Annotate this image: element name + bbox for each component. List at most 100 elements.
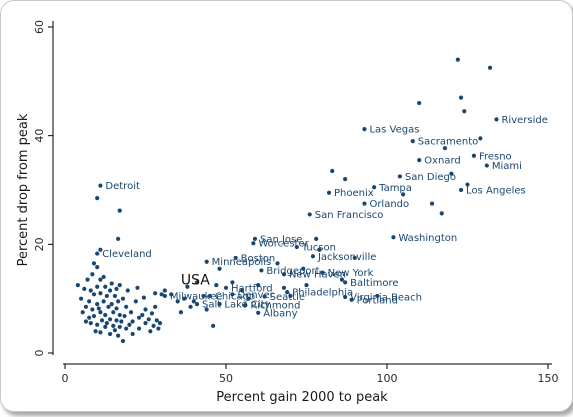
data-point (230, 280, 235, 285)
data-point (487, 65, 493, 70)
data-point (117, 312, 122, 318)
point-label: Las Vegas (369, 125, 419, 136)
data-point (130, 319, 135, 324)
x-tick-label: 50 (219, 372, 233, 385)
data-point (154, 318, 159, 323)
point-label: New Haven (289, 270, 346, 281)
data-point (439, 211, 444, 216)
point-label: San Diego (405, 172, 456, 183)
data-point (259, 268, 264, 273)
data-point (114, 306, 119, 311)
data-point (494, 117, 499, 122)
data-point (93, 329, 98, 334)
data-point (157, 321, 163, 326)
data-point (91, 261, 97, 266)
point-label: Philadelphia (292, 288, 353, 299)
data-point (106, 304, 111, 309)
point-label: Oxnard (424, 156, 461, 167)
data-point (362, 127, 367, 132)
x-tick-label: 100 (377, 372, 398, 385)
data-point (372, 185, 377, 190)
data-point (95, 284, 100, 289)
data-point (83, 319, 89, 324)
data-point (91, 313, 97, 319)
data-point (375, 293, 380, 299)
data-point (159, 292, 164, 297)
data-points (75, 57, 499, 344)
data-point (96, 306, 101, 311)
data-point (95, 322, 100, 327)
data-point (98, 247, 103, 252)
data-point (458, 95, 464, 100)
data-point (95, 265, 100, 270)
data-point (75, 282, 80, 288)
data-point (153, 304, 158, 309)
data-point (182, 296, 187, 301)
data-point (87, 299, 92, 304)
data-point (465, 182, 470, 187)
point-label: Minneapolis (212, 257, 272, 268)
data-point (285, 290, 290, 295)
point-label: Los Angeles (466, 186, 526, 197)
data-point (343, 280, 348, 285)
data-point (80, 310, 85, 315)
data-point (128, 310, 134, 315)
point-label: Miami (492, 161, 522, 172)
data-point (246, 296, 251, 301)
data-point (204, 259, 209, 264)
x-tick-label: 0 (62, 372, 69, 385)
data-point (101, 299, 106, 304)
point-label: Tucson (301, 243, 336, 254)
data-point (240, 288, 245, 293)
data-point (90, 307, 95, 312)
data-point (330, 168, 335, 174)
point-label: Phoenix (334, 188, 374, 199)
usa-annotation: USA (181, 273, 210, 289)
data-point (116, 299, 121, 304)
data-point (120, 338, 126, 344)
point-label: Washington (398, 233, 457, 244)
data-point (104, 321, 109, 326)
data-point (124, 326, 129, 331)
data-point (98, 330, 103, 335)
y-tick-label: 20 (33, 237, 46, 251)
data-point (114, 286, 119, 291)
data-point (301, 266, 306, 271)
data-point (429, 201, 435, 206)
point-label: Baltimore (350, 278, 398, 289)
point-label: Chicago (215, 291, 255, 302)
data-point (191, 299, 196, 304)
data-point (243, 303, 248, 308)
data-point (317, 247, 322, 252)
data-point (135, 285, 140, 290)
data-point (98, 277, 103, 282)
data-point (175, 299, 180, 304)
point-label: Bridgeport (266, 266, 319, 277)
data-point (109, 281, 114, 286)
y-tick-label: 0 (33, 350, 46, 357)
y-tick-label: 60 (33, 20, 46, 34)
data-point (194, 302, 200, 307)
data-point (397, 174, 402, 179)
data-point (294, 244, 299, 250)
data-point (223, 285, 229, 290)
data-point (207, 293, 212, 299)
point-label: Portland (357, 295, 398, 306)
point-label: New York (328, 268, 374, 279)
data-point (455, 57, 460, 62)
data-point (99, 318, 105, 323)
data-point (304, 282, 309, 288)
point-label: Sacramento (418, 137, 478, 148)
data-point (112, 328, 118, 333)
data-point (141, 295, 146, 300)
point-label: Cleveland (102, 249, 152, 260)
data-point (320, 270, 325, 275)
data-point (107, 331, 113, 337)
data-point (194, 280, 200, 285)
data-point (326, 190, 332, 195)
data-point (143, 307, 148, 312)
data-point (88, 321, 93, 326)
point-label: Salt Lake City (202, 300, 271, 311)
point-label: Albany (263, 308, 297, 319)
